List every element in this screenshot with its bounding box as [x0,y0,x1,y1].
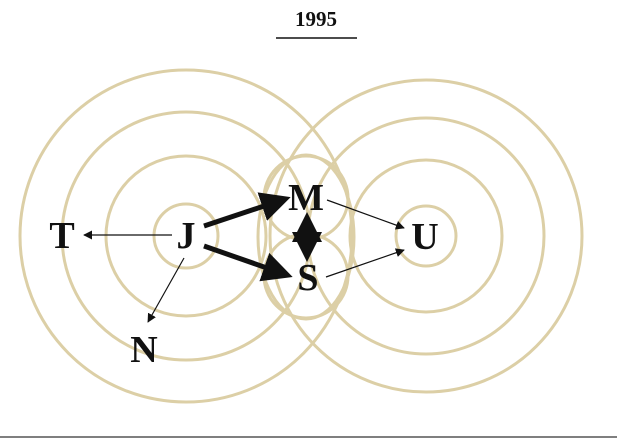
node-label: T [49,215,74,257]
arrows [83,192,405,323]
node-label: S [297,257,318,299]
node-label: N [130,329,157,371]
node-label: M [288,177,324,219]
title: 1995 [295,7,337,31]
node-label: U [411,216,438,258]
node-label: J [177,215,196,257]
rings [18,68,584,404]
